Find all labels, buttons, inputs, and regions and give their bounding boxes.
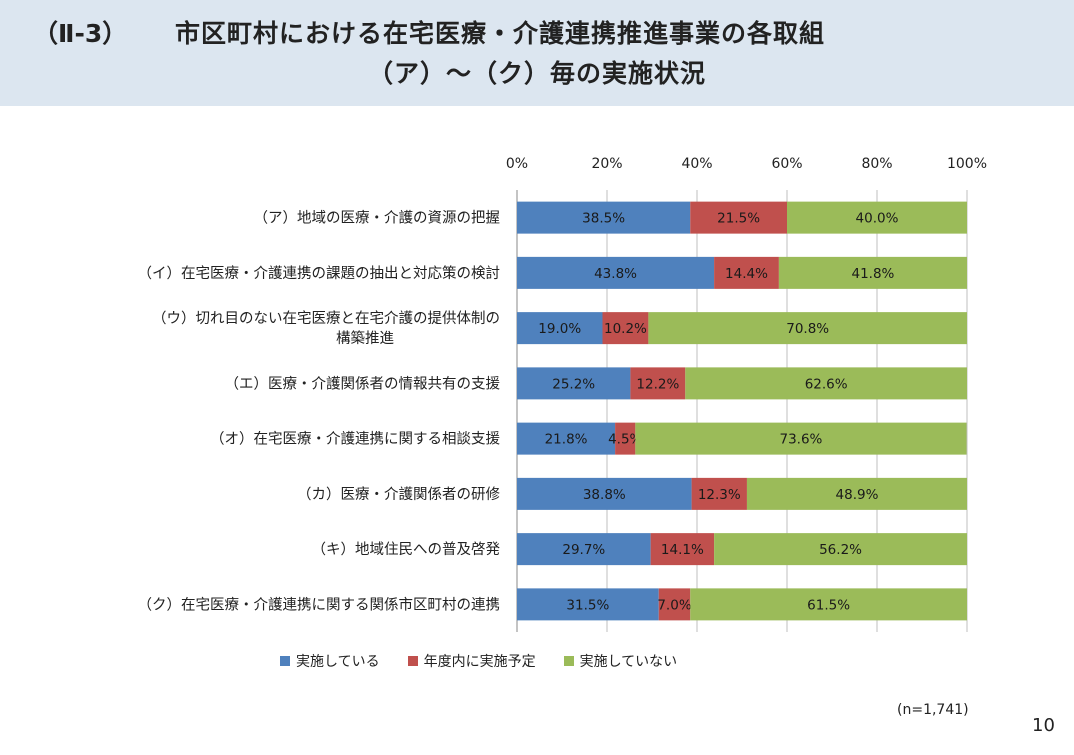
- bar-segment: [690, 201, 787, 234]
- data-label: 40.0%: [856, 211, 899, 227]
- x-tick-label: 0%: [506, 156, 528, 172]
- bar-segment: [630, 367, 686, 400]
- bar-segment: [517, 256, 715, 289]
- bar-segment: [746, 477, 967, 510]
- bar-segment: [635, 422, 967, 455]
- data-label: 48.9%: [836, 487, 879, 503]
- category-label: （エ）医療・介護関係者の情報共有の支援: [225, 375, 501, 392]
- legend-swatch-implemented: [280, 656, 290, 666]
- category-label: （カ）医療・介護関係者の研修: [297, 486, 500, 503]
- data-label: 56.2%: [819, 542, 862, 558]
- data-label: 43.8%: [594, 266, 637, 282]
- data-label: 10.2%: [604, 321, 647, 337]
- category-label: （ウ）切れ目のない在宅医療と在宅介護の提供体制の構築推進: [152, 310, 500, 347]
- data-label: 73.6%: [780, 432, 823, 448]
- title-line-1: （Ⅱ-3） 市区町村における在宅医療・介護連携推進事業の各取組: [0, 12, 1074, 52]
- page-title: 市区町村における在宅医療・介護連携推進事業の各取組: [175, 19, 826, 48]
- bar-segment: [615, 422, 636, 455]
- data-label: 38.5%: [582, 211, 625, 227]
- bar-segment: [714, 256, 779, 289]
- bar-segment: [787, 201, 967, 234]
- legend-item-implemented: 実施している: [280, 651, 380, 671]
- data-label: 14.1%: [661, 542, 704, 558]
- bar-segment: [658, 588, 691, 621]
- data-label: 61.5%: [807, 597, 850, 613]
- bar-segment: [714, 533, 967, 566]
- x-tick-label: 20%: [591, 156, 622, 172]
- legend-swatch-planned: [407, 656, 418, 666]
- data-label: 12.2%: [636, 376, 679, 392]
- stacked-bar-chart: 0% 20% 40% 60% 80% 100% （ア）地域の医療・介護の資源の把握 38.5%…: [138, 156, 987, 632]
- data-label: 62.6%: [805, 376, 848, 392]
- data-label: 25.2%: [552, 376, 595, 392]
- data-label: 31.5%: [566, 597, 609, 613]
- bar-segment: [685, 367, 967, 400]
- page-number: 10: [1032, 715, 1055, 736]
- category-label: （イ）在宅医療・介護連携の課題の抽出と対応策の検討: [138, 265, 501, 282]
- bar-segment: [648, 312, 967, 345]
- legend-label-implemented: 実施している: [296, 654, 380, 670]
- x-tick-label: 100%: [947, 156, 987, 172]
- data-label: 14.4%: [725, 266, 768, 282]
- sample-size-note: (n=1,741): [897, 702, 969, 718]
- chart-legend: 実施している 年度内に実施予定 実施していない: [280, 651, 677, 671]
- legend-swatch-not-implemented: [563, 656, 574, 666]
- category-label: （キ）地域住民への普及啓発: [312, 541, 501, 558]
- legend-label-planned: 年度内に実施予定: [423, 654, 536, 670]
- category-label: （ア）地域の医療・介護の資源の把握: [254, 210, 501, 227]
- bar-segment: [517, 312, 603, 345]
- legend-label-not-implemented: 実施していない: [579, 654, 678, 670]
- bar-segment: [517, 422, 616, 455]
- category-label: （オ）在宅医療・介護連携に関する相談支援: [210, 431, 500, 448]
- bar-segment: [650, 533, 715, 566]
- data-label: 29.7%: [562, 542, 605, 558]
- legend-item-planned: 年度内に実施予定: [407, 651, 536, 671]
- data-label: 19.0%: [538, 321, 581, 337]
- x-tick-label: 40%: [681, 156, 712, 172]
- bar-segment: [602, 312, 649, 345]
- bar-segment: [778, 256, 967, 289]
- data-label: 38.8%: [583, 487, 626, 503]
- bar-segment: [690, 588, 967, 621]
- data-label: 12.3%: [698, 487, 741, 503]
- section-number: （Ⅱ-3）: [33, 19, 128, 48]
- title-banner: （Ⅱ-3） 市区町村における在宅医療・介護連携推進事業の各取組 （ア）～（ク）毎…: [0, 0, 1074, 106]
- bar-segment: [517, 367, 631, 400]
- data-label: 41.8%: [852, 266, 895, 282]
- data-label: 21.5%: [717, 211, 760, 227]
- bar-segment: [517, 477, 692, 510]
- x-tick-label: 80%: [861, 156, 892, 172]
- data-label: 70.8%: [786, 321, 829, 337]
- bar-segment: [517, 588, 659, 621]
- legend-item-not-implemented: 実施していない: [563, 651, 678, 671]
- bar-segment: [517, 201, 691, 234]
- bar-segment: [691, 477, 747, 510]
- page-subtitle: （ア）～（ク）毎の実施状況: [367, 59, 706, 88]
- data-label: 4.5%: [608, 432, 642, 448]
- data-label: 7.0%: [657, 597, 691, 613]
- data-label: 21.8%: [545, 432, 588, 448]
- x-tick-label: 60%: [771, 156, 802, 172]
- category-label: （ク）在宅医療・介護連携に関する関係市区町村の連携: [138, 596, 501, 613]
- bar-segment: [517, 533, 651, 566]
